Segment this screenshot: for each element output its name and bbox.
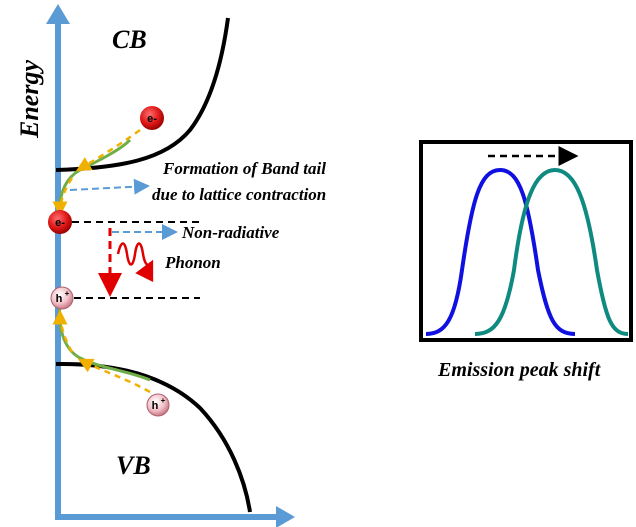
inset-caption: Emission peak shift bbox=[437, 359, 602, 381]
svg-text:h: h bbox=[56, 293, 63, 305]
vb-label: VB bbox=[116, 451, 151, 480]
conduction-band-edge bbox=[55, 17, 230, 172]
band-tail-label-line2: due to lattice contraction bbox=[152, 185, 326, 204]
electron-upper: e- bbox=[140, 106, 164, 130]
svg-text:h: h bbox=[152, 400, 159, 412]
valence-band-tail bbox=[58, 301, 151, 382]
svg-text:+: + bbox=[161, 396, 166, 405]
svg-text:e-: e- bbox=[55, 217, 65, 229]
electron-trapped: e- bbox=[48, 210, 72, 234]
hole-lower: h + bbox=[146, 393, 170, 417]
phonon-label: Phonon bbox=[164, 253, 221, 272]
cb-label: CB bbox=[112, 25, 147, 54]
band-tail-pointer bbox=[69, 178, 150, 195]
svg-text:+: + bbox=[65, 289, 70, 298]
hole-path bbox=[52, 309, 151, 394]
phonon-wave bbox=[116, 242, 154, 283]
hole-trapped: h + bbox=[50, 286, 74, 310]
x-axis bbox=[55, 506, 295, 527]
non-radiative-label: Non-radiative bbox=[181, 223, 280, 242]
energy-axis bbox=[46, 4, 70, 520]
svg-text:e-: e- bbox=[147, 113, 157, 125]
peak-before-curve bbox=[425, 167, 576, 336]
peak-after-curve bbox=[474, 167, 629, 336]
valence-band-edge bbox=[55, 361, 252, 513]
emission-inset bbox=[419, 140, 633, 342]
band-tail-label-line1: Formation of Band tail bbox=[162, 159, 326, 178]
energy-axis-label: Energy bbox=[15, 60, 44, 139]
